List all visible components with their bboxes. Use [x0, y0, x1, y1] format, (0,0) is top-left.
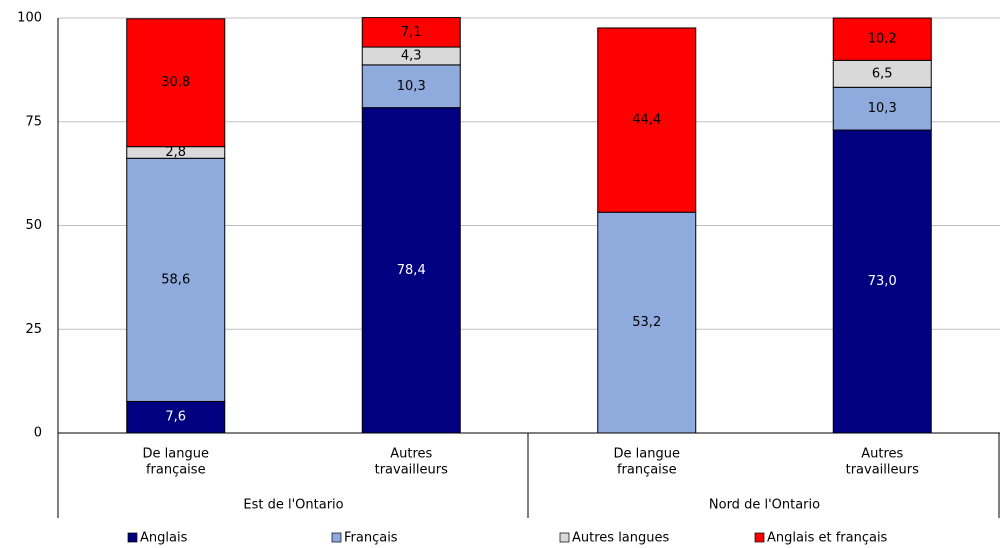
legend-label: Français [344, 531, 398, 546]
data-label: 4,3 [401, 48, 422, 63]
data-label: 7,1 [401, 25, 422, 40]
legend-swatch [127, 532, 138, 543]
group-label: Nord de l'Ontario [709, 498, 820, 513]
bar-segment [126, 157, 226, 402]
data-label: 10,2 [868, 32, 897, 47]
legend-swatch [331, 532, 342, 543]
x-tick-label: travailleurs [375, 463, 448, 478]
data-label: 73,0 [868, 274, 897, 289]
data-label: 7,6 [165, 410, 186, 425]
data-label: 78,4 [397, 263, 426, 278]
data-label: 44,4 [632, 113, 661, 128]
y-tick-label: 50 [25, 218, 42, 233]
data-label: 30,8 [161, 75, 190, 90]
x-tick-label: Autres [861, 447, 903, 462]
bar-segment [361, 17, 461, 48]
x-tick-label: De langue [614, 447, 680, 462]
bar-segment [832, 86, 932, 131]
legend-label: Autres langues [572, 531, 669, 546]
bar-segment [832, 59, 932, 88]
bar-segment [832, 17, 932, 61]
x-tick-label: De langue [143, 447, 209, 462]
bar-segment [126, 400, 226, 434]
data-label: 10,3 [868, 101, 897, 116]
bar-segment [361, 64, 461, 109]
legend-label: Anglais [140, 531, 188, 546]
x-tick-label: Autres [390, 447, 432, 462]
data-label: 58,6 [161, 272, 190, 287]
data-label: 53,2 [632, 315, 661, 330]
y-tick-label: 0 [34, 426, 42, 441]
bar-segment [126, 18, 226, 148]
x-tick-label: française [146, 463, 206, 478]
legend-label: Anglais et français [767, 531, 888, 546]
data-label: 10,3 [397, 79, 426, 94]
bar-segment [597, 27, 697, 213]
y-tick-label: 100 [17, 11, 42, 26]
x-tick-label: travailleurs [846, 463, 919, 478]
legend-swatch [559, 532, 570, 543]
bar-segment [597, 211, 697, 434]
x-tick-label: française [617, 463, 677, 478]
data-label: 6,5 [872, 66, 893, 81]
data-label: 2,8 [165, 145, 186, 160]
group-label: Est de l'Ontario [243, 498, 343, 513]
y-tick-label: 25 [25, 322, 42, 337]
bar-segment [361, 107, 461, 434]
y-tick-label: 75 [25, 114, 42, 129]
legend-swatch [754, 532, 765, 543]
bar-segment [832, 129, 932, 434]
